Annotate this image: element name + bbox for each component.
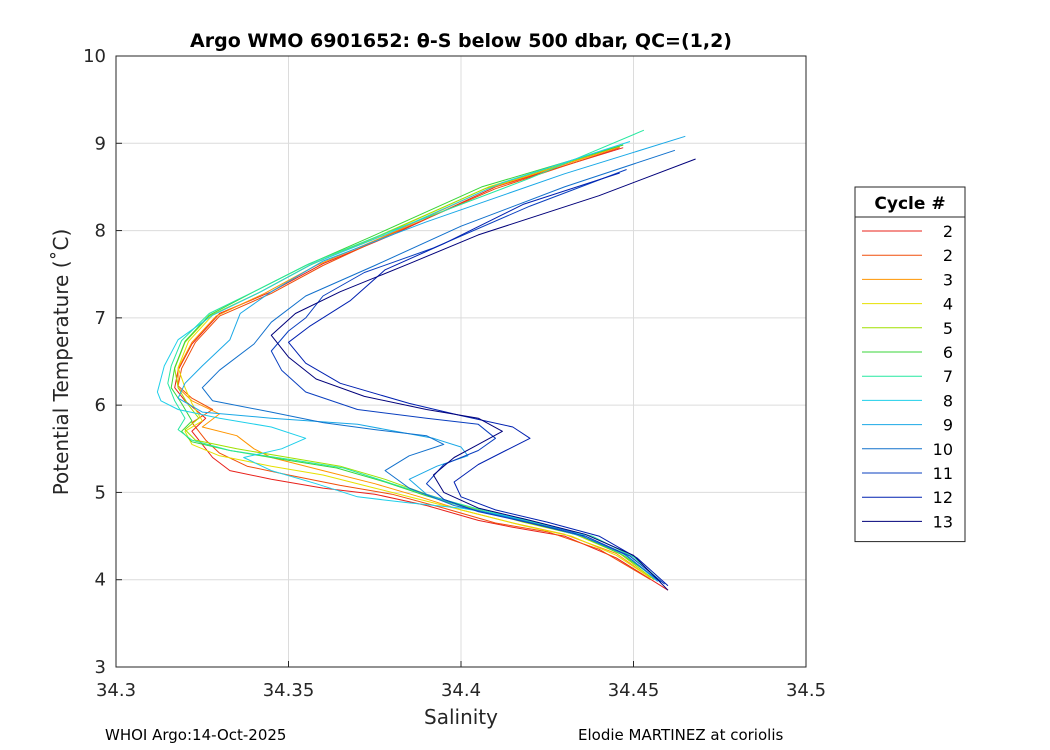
series-line-11 [270,169,665,585]
plot-area: 34.3 34.35 34.4 34.45 34.5 3 4 5 6 7 8 9 10 [83,46,826,701]
legend-label: 9 [943,416,953,435]
footer-right: Elodie MARTINEZ at coriolis [578,726,783,744]
legend-label: 10 [933,440,953,459]
legend: Cycle # 2 2 3 4 5 6 7 8 9 10 11 12 13 [854,186,966,543]
x-tick-label: 34.3 [96,680,136,701]
series-line-13 [270,158,696,591]
x-tick-label: 34.5 [786,680,826,701]
series-line-12 [288,172,669,587]
y-tick-label: 9 [95,133,106,154]
chart-title: Argo WMO 6901652: θ-S below 500 dbar, QC… [190,30,732,52]
legend-label: 11 [933,464,953,483]
x-axis-label: Salinity [424,705,498,729]
y-axis-label: Potential Temperature (˚C) [49,229,73,496]
y-tick-labels: 3 4 5 6 7 8 9 10 [83,46,106,678]
y-tick-label: 10 [83,46,106,67]
series-group [156,129,696,591]
y-tick-label: 7 [95,308,106,329]
x-tick-label: 34.4 [441,680,481,701]
y-tick-label: 8 [95,221,106,242]
footer-left: WHOI Argo:14-Oct-2025 [105,726,286,744]
y-tick-label: 6 [95,395,106,416]
x-tick-label: 34.45 [608,680,660,701]
y-tick-label: 3 [95,657,106,678]
legend-title: Cycle # [874,194,945,214]
axes-frame [115,55,807,668]
legend-label: 13 [933,512,953,531]
legend-box [854,186,966,543]
legend-label: 4 [943,295,953,314]
legend-items: 2 2 3 4 5 6 7 8 9 10 11 12 13 [862,222,953,531]
legend-label: 8 [943,391,953,410]
legend-label: 6 [943,343,953,362]
legend-label: 5 [943,319,953,338]
legend-label: 3 [943,270,953,289]
legend-label: 12 [933,488,953,507]
series-line-2 [177,147,651,581]
x-tick-labels: 34.3 34.35 34.4 34.45 34.5 [96,680,826,701]
y-tick-label: 4 [95,570,106,591]
x-tick-label: 34.35 [263,680,315,701]
legend-label: 2 [943,222,953,241]
y-tick-label: 5 [95,482,106,503]
series-line-8 [156,141,659,581]
legend-label: 2 [943,246,953,265]
legend-label: 7 [943,367,953,386]
